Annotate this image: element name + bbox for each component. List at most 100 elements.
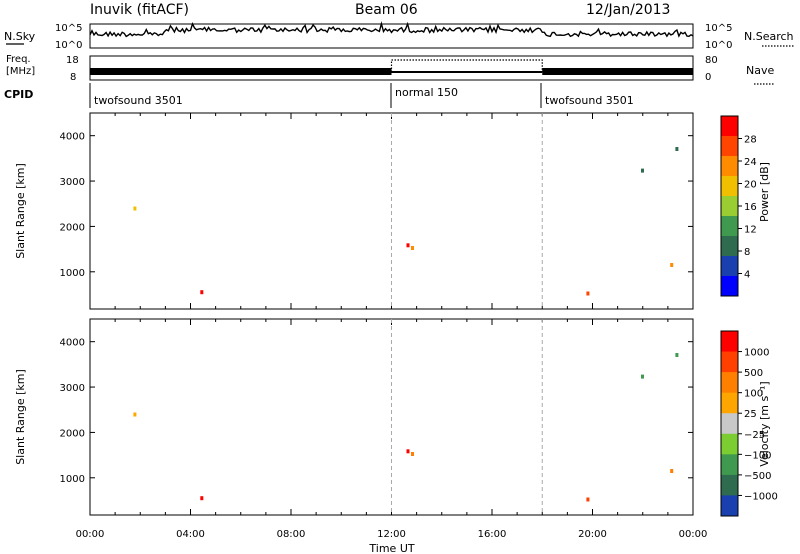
- power-colorbar-swatch: [721, 216, 738, 237]
- velocity-colorbar-label: −1000: [744, 491, 778, 502]
- power-cell: [411, 246, 414, 250]
- power-colorbar-label: Power [dB]: [758, 162, 771, 222]
- power-colorbar-swatch: [721, 116, 738, 137]
- power-cell: [406, 243, 410, 248]
- velocity-colorbar-label: 25: [744, 409, 757, 420]
- cpid-segment-1: twofsound 3501: [94, 94, 183, 107]
- power-ytick-label: 4000: [60, 132, 85, 143]
- time-label: 00:00: [679, 529, 708, 540]
- velocity-ylabel: Slant Range [km]: [14, 369, 27, 465]
- velocity-colorbar-swatch: [721, 351, 738, 373]
- freq-label: Freq.: [6, 54, 31, 65]
- velocity-colorbar-label: Velocity [m s⁻¹]: [758, 381, 771, 466]
- time-axis-title: Time UT: [368, 542, 414, 554]
- time-label: 04:00: [176, 529, 205, 540]
- velocity-colorbar-swatch: [721, 413, 738, 435]
- cpid-label: CPID: [4, 88, 33, 101]
- nsky-trace-line: [89, 20, 694, 38]
- power-ylabel: Slant Range [km]: [14, 163, 27, 259]
- velocity-cell: [675, 353, 679, 357]
- power-y-ticks: 1000 2000 3000 4000: [60, 132, 693, 279]
- power-colorbar-swatch: [721, 156, 738, 177]
- power-colorbar-swatch: [721, 196, 738, 217]
- power-colorbar-label: 24: [744, 157, 757, 168]
- freq-panel: Freq. [MHz] 18 8 80 0 Nave: [6, 54, 775, 85]
- time-label: 12:00: [377, 529, 406, 540]
- velocity-colorbar-frame: [720, 330, 739, 517]
- velocity-colorbar-swatch: [721, 392, 738, 414]
- nave-tick-low: 0: [705, 72, 711, 83]
- velocity-cell: [670, 469, 674, 473]
- velocity-cell: [200, 496, 204, 501]
- cpid-segment-3: twofsound 3501: [545, 94, 634, 107]
- power-colorbar-swatch: [721, 256, 738, 277]
- velocity-colorbar-swatch: [721, 495, 738, 517]
- power-cell: [641, 168, 644, 173]
- time-label: 08:00: [277, 529, 306, 540]
- power-colorbar: 28 24 20 16 12 8 4: [720, 115, 757, 297]
- power-x-ticks: [89, 113, 694, 309]
- velocity-x-ticks: [89, 319, 694, 515]
- freq-tick-low: 8: [70, 72, 76, 83]
- velocity-cell: [586, 497, 590, 502]
- power-colorbar-swatch: [721, 136, 738, 157]
- cpid-panel: CPID twofsound 3501 normal 150 twofsound…: [4, 83, 634, 108]
- power-colorbar-label: 4: [744, 270, 750, 281]
- power-colorbar-label: 8: [744, 247, 750, 258]
- power-ytick-label: 3000: [60, 177, 85, 188]
- velocity-cell: [641, 374, 644, 379]
- power-cell: [586, 291, 590, 296]
- velocity-y-ticks: 1000 2000 3000 4000: [60, 338, 693, 485]
- time-label: 16:00: [478, 529, 507, 540]
- power-cell: [133, 206, 137, 211]
- nave-normal-line: [390, 59, 543, 72]
- time-axis-labels: 00:00 04:00 08:00 12:00 16:00 20:00 00:00: [76, 529, 708, 540]
- velocity-colorbar-swatch: [721, 474, 738, 496]
- power-colorbar-label: 12: [744, 225, 757, 236]
- time-label: 20:00: [578, 529, 607, 540]
- power-cell: [200, 290, 204, 295]
- nsky-tick-high: 10^5: [55, 23, 82, 34]
- time-label: 00:00: [76, 529, 105, 540]
- nsky-frame: [89, 23, 694, 49]
- power-cell: [670, 263, 674, 267]
- date-title: 12/Jan/2013: [586, 2, 670, 18]
- velocity-heatmap-cells: [133, 353, 679, 502]
- velocity-ytick-label: 4000: [60, 338, 85, 349]
- freq-band-1: [542, 68, 693, 75]
- velocity-colorbar-label: 500: [744, 368, 763, 379]
- velocity-colorbar-swatch: [721, 454, 738, 476]
- freq-tick-high: 18: [66, 55, 79, 66]
- nsearch-label: N.Search: [744, 30, 794, 43]
- velocity-colorbar-label: −25: [744, 430, 765, 441]
- nave-tick-high: 80: [705, 55, 718, 66]
- power-panel: 1000 2000 3000 4000 Slant Range [km]: [14, 112, 694, 310]
- velocity-cell: [411, 452, 414, 456]
- nsearch-tick-low: 10^0: [705, 40, 732, 51]
- power-ytick-label: 1000: [60, 268, 85, 279]
- freq-band-0: [90, 68, 392, 75]
- power-colorbar-swatch: [721, 176, 738, 197]
- velocity-panel: 1000 2000 3000 4000 Slant Range [km]: [14, 318, 694, 516]
- velocity-cell: [406, 449, 410, 454]
- nsky-label: N.Sky: [4, 30, 36, 43]
- power-colorbar-label: 16: [744, 202, 757, 213]
- nave-label: Nave: [746, 64, 774, 77]
- station-title: Inuvik (fitACF): [90, 2, 189, 18]
- nsky-trace: [89, 20, 694, 38]
- velocity-cell: [133, 412, 137, 417]
- beam-title: Beam 06: [355, 2, 418, 18]
- velocity-colorbar-swatch: [721, 372, 738, 394]
- velocity-colorbar-label: 1000: [744, 348, 769, 359]
- velocity-colorbar-label: −100: [744, 450, 771, 461]
- power-heatmap-cells: [133, 147, 679, 296]
- nsearch-tick-high: 10^5: [705, 23, 732, 34]
- power-colorbar-label: 28: [744, 135, 757, 146]
- power-cell: [675, 147, 679, 151]
- cpid-segment-2: normal 150: [395, 86, 458, 99]
- velocity-ytick-label: 3000: [60, 383, 85, 394]
- nsky-tick-low: 10^0: [55, 40, 82, 51]
- velocity-colorbar-swatch: [721, 331, 738, 353]
- velocity-ytick-label: 1000: [60, 474, 85, 485]
